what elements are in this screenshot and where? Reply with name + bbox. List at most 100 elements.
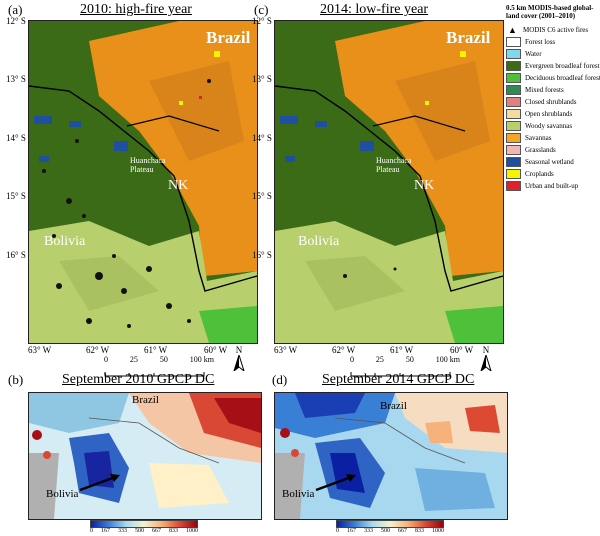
legend-swatch [506, 121, 521, 131]
legend-swatch [506, 145, 521, 155]
legend-item: Grasslands [506, 144, 598, 156]
scale-value: 50 [159, 355, 168, 364]
colorbar-tick: 500 [135, 528, 144, 534]
scale-value: 100 km [189, 355, 214, 364]
north-arrow-c: N [480, 345, 492, 376]
lon-tick: 63° W [274, 345, 298, 355]
arrow-icon-b [79, 474, 120, 492]
nk-label-c: NK [414, 178, 435, 193]
scale-value: 0 [350, 355, 354, 364]
legend-item: Deciduous broadleaf forest [506, 72, 600, 84]
brazil-label-a: Brazil [206, 28, 251, 47]
brazil-label-b: Brazil [132, 394, 159, 406]
legend-item-label: Forest loss [525, 38, 556, 46]
colorbar-gradient [336, 520, 444, 528]
gpcp-raster-2010 [29, 393, 261, 519]
scale-bar-graphic [104, 372, 205, 377]
brazil-label-d: Brazil [380, 400, 407, 412]
legend-item: Mixed forests [506, 84, 598, 96]
legend-item: Water [506, 48, 598, 60]
legend-fires-label: MODIS C6 active fires [523, 26, 589, 34]
colorbar-tick: 1000 [186, 528, 198, 534]
legend-swatch [506, 157, 521, 167]
huanchaca-label-c: Huanchaca Plateau [376, 156, 412, 174]
land-cover-legend: 0.5 km MODIS-based global-land cover (20… [506, 4, 600, 192]
lat-tick: 16° S [6, 250, 26, 260]
legend-item-label: Savannas [525, 134, 552, 142]
bolivia-label-b: Bolivia [46, 488, 79, 500]
legend-swatch [506, 61, 521, 71]
legend-item-label: Croplands [525, 170, 554, 178]
colorbar-tick: 167 [347, 528, 356, 534]
legend-item: Open shrublands [506, 108, 598, 120]
colorbar-d: 0 167 333 500 667 833 1000 [336, 520, 444, 534]
legend-item: Woody savannas [506, 120, 598, 132]
panel-a-title: 2010: high-fire year [80, 2, 192, 17]
scale-value: 100 km [435, 355, 460, 364]
huanchaca-label-a: Huanchaca Plateau [130, 156, 166, 174]
legend-item-label: Evergreen broadleaf forest [525, 62, 600, 70]
lat-tick: 14° S [252, 133, 272, 143]
colorbar-gradient [90, 520, 198, 528]
lat-tick: 12° S [6, 16, 26, 26]
triangle-icon: ▲ [508, 25, 517, 35]
nk-label-a: NK [168, 178, 189, 193]
legend-item-label: Closed shrublands [525, 98, 577, 106]
gpcp-map-2010 [28, 392, 262, 520]
north-label: N [235, 345, 243, 355]
legend-swatch [506, 169, 521, 179]
land-cover-map-2010 [28, 20, 258, 344]
colorbar-tick: 1000 [432, 528, 444, 534]
gpcp-raster-2014 [275, 393, 507, 519]
north-label: N [482, 345, 490, 355]
brazil-label-c: Brazil [446, 28, 491, 47]
legend-item-label: Woody savannas [525, 122, 573, 130]
legend-swatch [506, 49, 521, 59]
scale-value: 25 [129, 355, 138, 364]
legend-item: Croplands [506, 168, 598, 180]
colorbar-tick: 833 [169, 528, 178, 534]
lat-tick: 15° S [252, 191, 272, 201]
lat-tick: 14° S [6, 133, 26, 143]
colorbar-tick: 500 [381, 528, 390, 534]
legend-item-label: Grasslands [525, 146, 556, 154]
legend-swatch [506, 37, 521, 47]
colorbar-tick: 333 [118, 528, 127, 534]
colorbar-tick: 333 [364, 528, 373, 534]
colorbar-tick: 667 [398, 528, 407, 534]
lon-tick: 62° W [86, 345, 110, 355]
legend-item-label: Seasonal wetland [525, 158, 574, 166]
lon-tick: 63° W [28, 345, 52, 355]
colorbar-b: 0 167 333 500 667 833 1000 [90, 520, 198, 534]
legend-item-label: Deciduous broadleaf forest [525, 74, 600, 82]
bolivia-label-d: Bolivia [282, 488, 315, 500]
legend-item: Forest loss [506, 36, 598, 48]
colorbar-tick: 167 [101, 528, 110, 534]
land-cover-raster-2014 [275, 21, 503, 343]
arrow-icon-d [315, 474, 356, 492]
scale-value: 25 [375, 355, 384, 364]
lat-tick: 15° S [6, 191, 26, 201]
panel-b-label: (b) [8, 372, 24, 387]
bolivia-label-a: Bolivia [44, 234, 86, 249]
legend-swatch [506, 85, 521, 95]
bolivia-label-c: Bolivia [298, 234, 340, 249]
lat-tick: 13° S [252, 74, 272, 84]
legend-swatch [506, 181, 521, 191]
land-cover-map-2014 [274, 20, 504, 344]
legend-item-label: Urban and built-up [525, 182, 579, 190]
panel-d-label: (d) [272, 372, 288, 387]
lon-tick: 60° W [450, 345, 474, 355]
north-arrow-a: N [233, 345, 245, 376]
panel-b-title: September 2010 GPCP DC [62, 372, 215, 387]
north-arrow-icon [480, 353, 492, 373]
lat-tick: 13° S [6, 74, 26, 84]
colorbar-tick: 0 [90, 528, 93, 534]
gpcp-map-2014 [274, 392, 508, 520]
colorbar-tick: 833 [415, 528, 424, 534]
colorbar-tick: 667 [152, 528, 161, 534]
lon-tick: 61° W [390, 345, 414, 355]
legend-item-label: Mixed forests [525, 86, 564, 94]
scale-value: 0 [104, 355, 108, 364]
panel-c-label: (c) [254, 2, 269, 17]
